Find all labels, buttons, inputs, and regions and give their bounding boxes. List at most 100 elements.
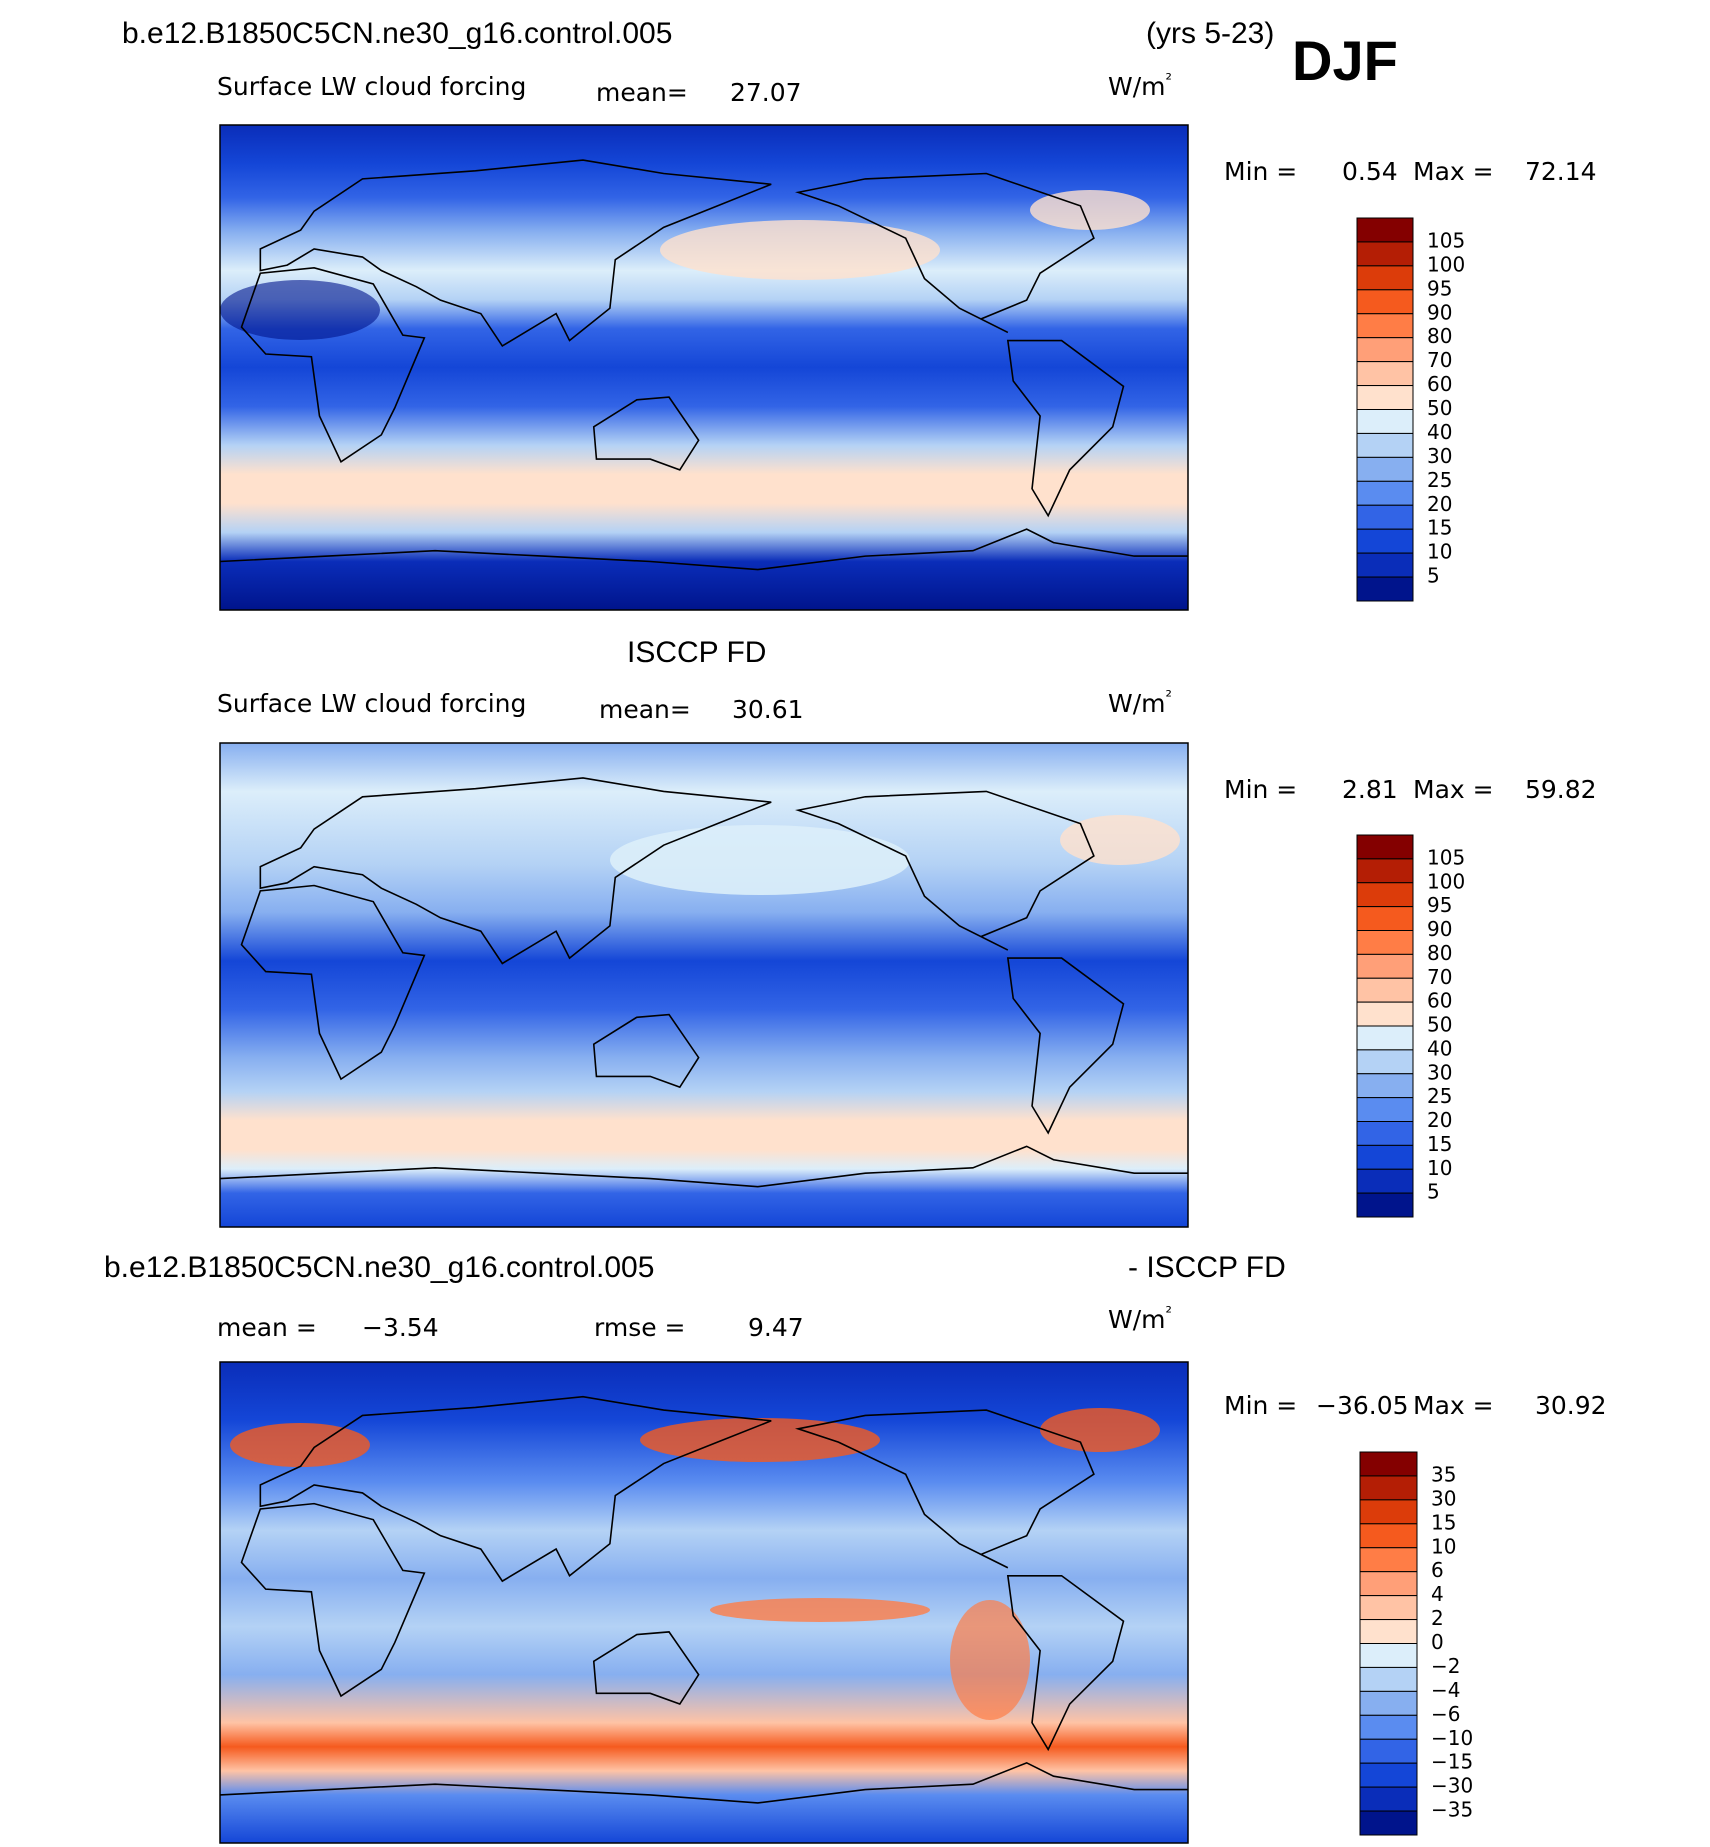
map-feature [950, 1600, 1030, 1720]
map-frame [219, 1361, 1189, 1844]
colorbar-box [1356, 1049, 1414, 1075]
colorbar-label: 60 [1427, 989, 1452, 1013]
colorbar-box [1356, 882, 1414, 908]
colorbar-box [1356, 385, 1414, 410]
colorbar-label: 40 [1427, 1036, 1452, 1060]
colorbar-box [1356, 906, 1414, 931]
colorbar-label: −30 [1431, 1774, 1473, 1798]
colorbar-label: 80 [1427, 941, 1452, 965]
colorbar-box [1356, 409, 1414, 434]
colorbar-box [1359, 1451, 1418, 1477]
colorbar-label: 10 [1431, 1534, 1456, 1558]
colorbar-box [1356, 1144, 1414, 1170]
colorbar-label: −35 [1431, 1798, 1473, 1822]
colorbar-box [1356, 1001, 1414, 1027]
map-feature [1040, 1408, 1160, 1452]
map-frame [219, 742, 1189, 1228]
colorbar-box [1359, 1547, 1418, 1573]
colorbar-box [1359, 1738, 1418, 1764]
mean-label: mean= [599, 695, 691, 724]
colorbar-box [1356, 289, 1414, 315]
colorbar-box [1356, 977, 1414, 1003]
map-feature [710, 1598, 930, 1622]
rmse-label: rmse = [594, 1313, 686, 1342]
colorbar-box [1356, 361, 1414, 387]
colorbar-box [1359, 1714, 1418, 1740]
colorbar-label: 20 [1427, 1108, 1452, 1132]
colorbar-box [1359, 1690, 1418, 1716]
min-value: −36.05 [1316, 1391, 1409, 1420]
min-value: 0.54 [1342, 157, 1398, 186]
colorbar-label: 5 [1427, 1180, 1440, 1204]
colorbar-box [1359, 1762, 1418, 1788]
colorbar-label: 50 [1427, 1013, 1452, 1037]
colorbar-label: 30 [1427, 1060, 1452, 1084]
colorbar-label: −15 [1431, 1750, 1473, 1774]
min-label: Min = [1224, 157, 1297, 186]
colorbar-label: 2 [1431, 1606, 1444, 1630]
mean-label: mean = [217, 1313, 317, 1342]
max-value: 72.14 [1525, 157, 1597, 186]
colorbar-box [1356, 858, 1414, 884]
colorbar-label: 30 [1427, 444, 1452, 468]
colorbar-label: −6 [1431, 1702, 1460, 1726]
min-label: Min = [1224, 775, 1297, 804]
rmse-value: 9.47 [748, 1313, 804, 1342]
colorbar-label: 6 [1431, 1558, 1444, 1582]
colorbar-label: 15 [1431, 1510, 1456, 1534]
colorbar-label: 80 [1427, 324, 1452, 348]
colorbar-box [1356, 552, 1414, 578]
colorbar-box [1359, 1810, 1418, 1836]
colorbar-label: 25 [1427, 468, 1452, 492]
colorbar-box [1359, 1595, 1418, 1621]
colorbar-label: 100 [1427, 252, 1465, 276]
colorbar-label: 4 [1431, 1582, 1444, 1606]
colorbar-box [1359, 1619, 1418, 1644]
colorbar-box [1359, 1786, 1418, 1812]
colorbar-box [1356, 313, 1414, 339]
colorbar-label: 5 [1427, 564, 1440, 588]
colorbar-box [1356, 1121, 1414, 1146]
map-feature [1030, 190, 1150, 230]
panel-heading: - ISCCP FD [1128, 1251, 1286, 1284]
max-label: Max = [1413, 157, 1494, 186]
colorbar-label: 70 [1427, 965, 1452, 989]
variable: Surface LW cloud forcing [217, 689, 526, 718]
colorbar-box [1356, 953, 1414, 979]
colorbar-box [1356, 834, 1414, 860]
units: W/m² [1108, 687, 1172, 718]
map-feature [610, 825, 910, 895]
colorbar-label: 20 [1427, 492, 1452, 516]
colorbar-box [1356, 217, 1414, 243]
colorbar-label: 40 [1427, 420, 1452, 444]
colorbar-label: 10 [1427, 1156, 1452, 1180]
colorbar-box [1356, 1097, 1414, 1122]
period: (yrs 5-23) [1146, 17, 1274, 50]
colorbar-box [1356, 930, 1414, 955]
min-value: 2.81 [1342, 775, 1398, 804]
colorbar-label: 10 [1427, 540, 1452, 564]
colorbar-box [1359, 1571, 1418, 1597]
colorbar-box [1356, 265, 1414, 291]
colorbar-label: 95 [1427, 276, 1452, 300]
colorbar-box [1356, 337, 1414, 363]
colorbar-label: 95 [1427, 893, 1452, 917]
colorbar-label: 60 [1427, 372, 1452, 396]
max-label: Max = [1413, 775, 1494, 804]
colorbar-box [1359, 1523, 1418, 1549]
colorbar-label: 90 [1427, 917, 1452, 941]
colorbar-label: 15 [1427, 516, 1452, 540]
mean-value: 27.07 [730, 78, 802, 107]
map-feature [640, 1418, 880, 1462]
colorbar-label: 15 [1427, 1132, 1452, 1156]
mean-label: mean= [596, 78, 688, 107]
colorbar-box [1359, 1643, 1418, 1668]
colorbar-box [1356, 456, 1414, 482]
panel-heading: b.e12.B1850C5CN.ne30_g16.control.005 [104, 1251, 654, 1284]
panel-heading: ISCCP FD [627, 636, 766, 669]
colorbar-label: 100 [1427, 869, 1465, 893]
mean-value: 30.61 [732, 695, 804, 724]
colorbar-label: −2 [1431, 1654, 1460, 1678]
map-frame [219, 124, 1189, 611]
colorbar-label: 50 [1427, 396, 1452, 420]
